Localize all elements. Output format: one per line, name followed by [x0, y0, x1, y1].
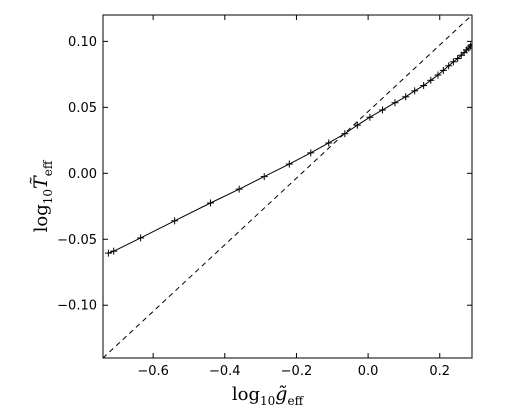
dashed-reference-line	[103, 15, 472, 358]
axis-ticks: −0.6 −0.4 −0.2 0.0 0.2 −0.10 −0.05 0.00 0.05 0.10	[57, 15, 472, 379]
data-point-plus-marker	[171, 217, 179, 225]
x-axis-label-var: g̃	[275, 383, 287, 405]
x-axis-label: log10g̃eff	[232, 383, 305, 408]
y-tick-label: −0.05	[57, 233, 97, 248]
data-point-plus-marker	[378, 106, 386, 114]
data-point-plus-marker	[411, 87, 419, 95]
y-axis-label-base: log	[31, 204, 52, 232]
data-point-plus-marker	[110, 247, 118, 255]
x-axis-label-sub: 10	[260, 394, 275, 408]
x-tick-label: 0.0	[358, 364, 379, 379]
y-axis-label: log10T̃eff	[30, 159, 55, 232]
data-point-plus-marker	[445, 62, 453, 70]
data-point-plus-marker	[137, 234, 145, 242]
y-axis-label-var: T̃	[30, 175, 52, 189]
data-point-plus-marker	[434, 71, 442, 79]
data-point-plus-marker	[325, 139, 333, 147]
y-tick-label: −0.10	[57, 299, 97, 314]
chart-marks	[103, 15, 472, 358]
data-point-plus-marker	[366, 113, 374, 121]
data-point-plus-marker	[235, 185, 243, 193]
y-tick-label: 0.00	[68, 167, 97, 182]
x-tick-label: −0.6	[137, 364, 169, 379]
y-axis-label-varsub: eff	[41, 159, 55, 176]
x-tick-label: 0.2	[429, 364, 450, 379]
data-point-plus-marker	[391, 99, 399, 107]
data-point-plus-marker	[467, 42, 472, 50]
x-axis-label-base: log	[232, 384, 260, 405]
series-line	[108, 44, 472, 254]
y-axis-label-sub: 10	[41, 189, 55, 204]
data-point-plus-marker	[468, 41, 472, 49]
data-point-plus-marker	[420, 82, 428, 90]
data-point-plus-marker	[260, 173, 268, 181]
x-axis-label-varsub: eff	[287, 394, 304, 408]
data-point-plus-marker	[206, 199, 214, 207]
data-point-plus-marker	[341, 130, 349, 138]
data-point-plus-marker	[307, 149, 315, 157]
data-point-plus-marker	[402, 93, 410, 101]
data-point-plus-marker	[449, 58, 457, 66]
x-tick-label: −0.2	[281, 364, 313, 379]
y-tick-label: 0.10	[68, 35, 97, 50]
plot-frame	[102, 14, 473, 359]
data-point-plus-marker	[439, 66, 447, 74]
data-point-plus-marker	[104, 249, 112, 257]
data-point-plus-marker	[454, 55, 462, 63]
data-point-plus-marker	[427, 76, 435, 84]
data-point-plus-marker	[285, 160, 293, 168]
x-tick-label: −0.4	[209, 364, 241, 379]
data-point-plus-marker	[353, 121, 361, 129]
y-tick-label: 0.05	[68, 101, 97, 116]
